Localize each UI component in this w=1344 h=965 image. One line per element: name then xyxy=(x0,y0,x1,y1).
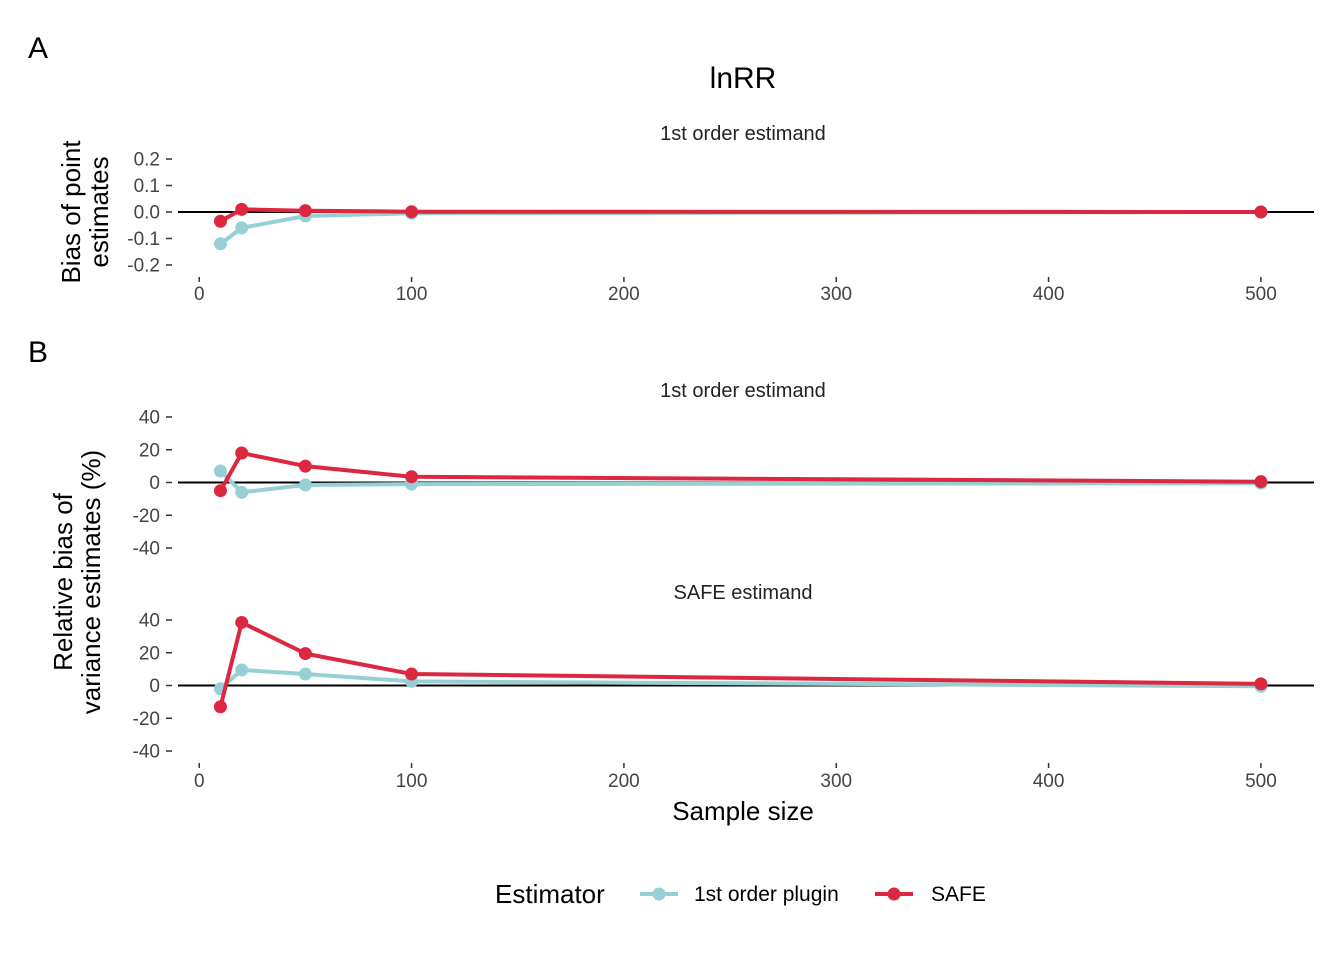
y-tick-label: 40 xyxy=(139,408,160,429)
y-tick-label: 0.0 xyxy=(134,203,160,224)
legend-key-dot-plugin xyxy=(652,887,666,901)
y-axis-title-line: Relative bias of xyxy=(48,492,78,671)
x-tick-label: 200 xyxy=(608,771,640,792)
x-tick-label: 200 xyxy=(608,284,640,305)
data-point-safe xyxy=(213,214,227,228)
data-point-safe xyxy=(213,484,227,498)
data-point-safe xyxy=(1254,677,1268,691)
chart-title: lnRR xyxy=(710,62,777,95)
panel-tag-a: A xyxy=(28,32,48,65)
x-tick-label: 0 xyxy=(194,284,205,305)
data-point-1st-order-plugin xyxy=(235,485,249,499)
x-tick-label: 300 xyxy=(820,284,852,305)
legend-label-safe: SAFE xyxy=(931,883,986,906)
strip-label: 1st order estimand xyxy=(660,380,826,402)
x-tick-label: 500 xyxy=(1245,284,1277,305)
y-tick-label: -40 xyxy=(133,539,160,560)
data-point-safe xyxy=(213,700,227,714)
data-point-safe xyxy=(235,202,249,216)
series-line-1st-order-plugin xyxy=(219,210,1261,246)
strip-label: 1st order estimand xyxy=(660,123,826,145)
y-tick-label: 20 xyxy=(139,440,160,461)
panels: 1st order estimand 0.2 0.1 0.0 -0.1 -0.2 0 100 2… xyxy=(48,123,1314,792)
x-tick-label: 400 xyxy=(1033,284,1065,305)
panel-1: 1st order estimand 0.2 0.1 0.0 -0.1 -0.2 0 100 2… xyxy=(56,123,1314,305)
data-point-1st-order-plugin xyxy=(213,237,227,251)
y-tick-label: 40 xyxy=(139,611,160,632)
y-axis-title-line: Bias of point xyxy=(56,140,86,284)
data-point-safe xyxy=(298,204,312,218)
data-point-safe xyxy=(405,667,419,681)
data-point-safe xyxy=(298,647,312,661)
y-tick-label: -20 xyxy=(133,709,160,730)
x-axis-title: Sample size xyxy=(672,796,814,826)
legend: Estimator 1st order plugin SAFE xyxy=(495,879,986,909)
x-tick-label: 400 xyxy=(1033,771,1065,792)
x-tick-label: 300 xyxy=(820,771,852,792)
y-axis-title-line: estimates xyxy=(84,156,114,267)
y-tick-label: 0 xyxy=(149,473,160,494)
series-line-safe xyxy=(218,620,1261,708)
data-point-safe xyxy=(235,446,249,460)
y-tick-label: -20 xyxy=(133,506,160,527)
y-tick-label: 0 xyxy=(149,676,160,697)
y-tick-label: 0.1 xyxy=(134,176,160,197)
y-tick-label: -0.2 xyxy=(127,256,160,277)
legend-key-dot-safe xyxy=(887,887,901,901)
data-point-1st-order-plugin xyxy=(298,478,312,492)
data-point-safe xyxy=(405,470,419,484)
data-point-safe xyxy=(405,205,419,219)
data-point-safe xyxy=(235,615,249,629)
legend-title: Estimator xyxy=(495,879,605,909)
data-point-1st-order-plugin xyxy=(235,663,249,677)
x-tick-label: 100 xyxy=(396,771,428,792)
y-tick-label: 0.2 xyxy=(134,150,160,171)
y-tick-label: 20 xyxy=(139,643,160,664)
y-tick-label: -0.1 xyxy=(127,229,160,250)
data-point-1st-order-plugin xyxy=(298,667,312,681)
x-tick-label: 100 xyxy=(396,284,428,305)
data-point-safe xyxy=(1254,475,1268,489)
y-tick-label: -40 xyxy=(133,742,160,763)
data-point-safe xyxy=(1254,205,1268,219)
y-axis-title-line: variance estimates (%) xyxy=(76,450,106,714)
data-point-safe xyxy=(298,459,312,473)
data-point-1st-order-plugin xyxy=(213,464,227,478)
panel-2: 1st order estimand 40 20 0 -20 -40 xyxy=(133,380,1314,560)
strip-label: SAFE estimand xyxy=(674,582,813,604)
panel-tag-b: B xyxy=(28,336,48,369)
legend-label-plugin: 1st order plugin xyxy=(694,883,839,906)
x-tick-label: 0 xyxy=(194,771,205,792)
data-point-1st-order-plugin xyxy=(235,221,249,235)
x-tick-label: 500 xyxy=(1245,771,1277,792)
